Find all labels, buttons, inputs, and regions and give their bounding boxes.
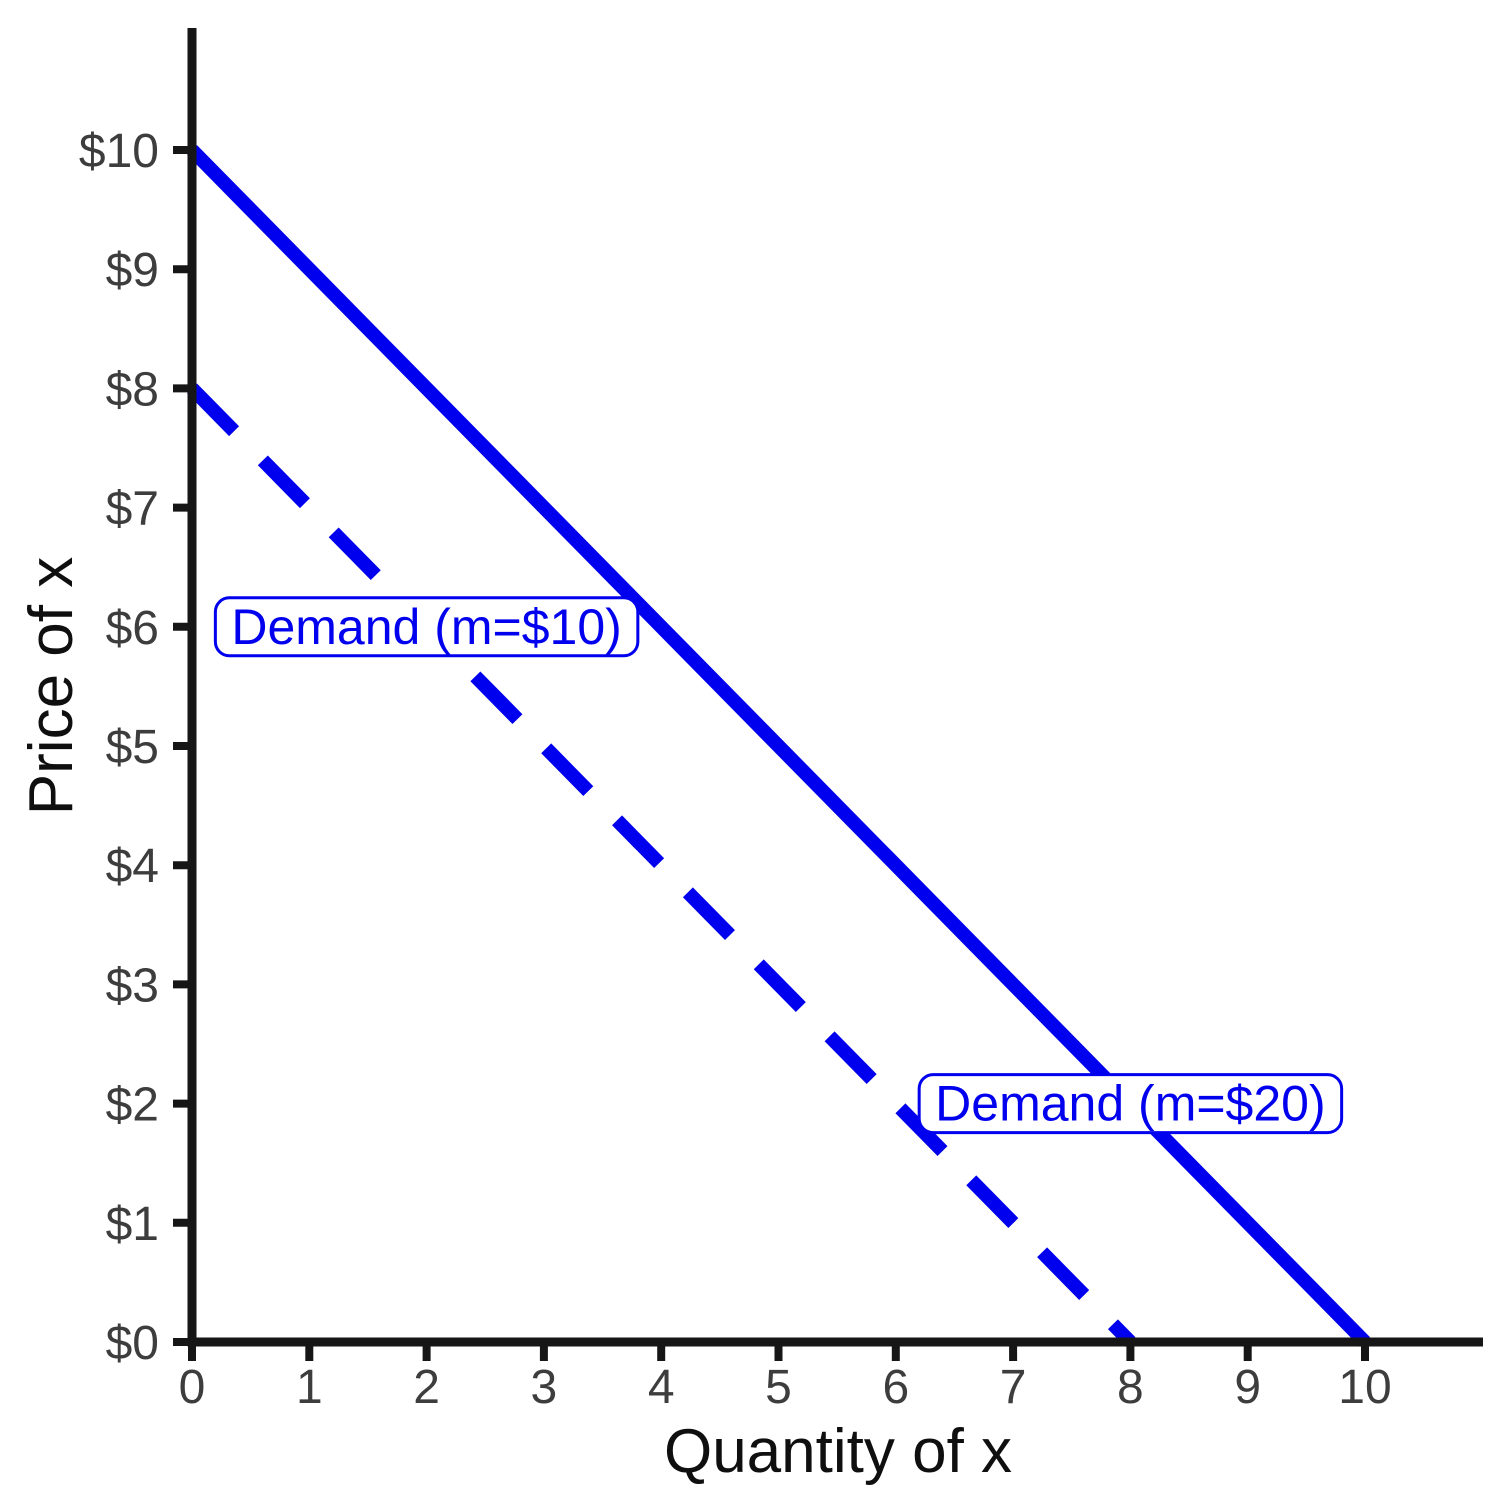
annotation-demand-m20: Demand (m=$20) [917, 1073, 1344, 1135]
annotation-demand-m10: Demand (m=$10) [213, 596, 640, 658]
x-axis-ticks: 0 1 2 3 4 5 6 7 8 9 10 [179, 1342, 1392, 1414]
x-tick-label: 1 [296, 1361, 323, 1414]
x-axis-title: Quantity of x [664, 1417, 1012, 1486]
series-lines [187, 145, 1370, 1347]
x-tick-label: 9 [1234, 1361, 1261, 1414]
x-tick-label: 2 [413, 1361, 440, 1414]
x-tick-label: 5 [765, 1361, 792, 1414]
annotation-label-m20: Demand (m=$20) [935, 1076, 1325, 1132]
x-tick-label: 4 [648, 1361, 675, 1414]
y-tick-label: $4 [106, 840, 159, 893]
annotation-box-m10 [213, 596, 640, 658]
x-tick-label: 10 [1338, 1361, 1391, 1414]
y-axis-ticks: $0 $1 $2 $3 $4 $5 $6 $7 $8 $9 $10 [79, 125, 192, 1370]
y-tick-label: $3 [106, 959, 159, 1012]
y-tick-label: $0 [106, 1317, 159, 1370]
y-tick-label: $10 [79, 125, 159, 178]
x-tick-label: 8 [1117, 1361, 1144, 1414]
y-tick-label: $8 [106, 363, 159, 416]
y-tick-label: $5 [106, 721, 159, 774]
annotations: Demand (m=$10) Demand (m=$20) [213, 596, 1344, 1135]
x-tick-label: 0 [179, 1361, 206, 1414]
y-tick-label: $2 [106, 1079, 159, 1132]
y-tick-label: $1 [106, 1198, 159, 1251]
demand-line-solid [187, 145, 1370, 1347]
y-axis-title: Price of x [17, 557, 86, 815]
annotation-label-m10: Demand (m=$10) [231, 599, 621, 655]
x-tick-label: 6 [882, 1361, 909, 1414]
annotation-box-m20 [917, 1073, 1344, 1135]
x-tick-label: 7 [1000, 1361, 1027, 1414]
x-tick-label: 3 [531, 1361, 558, 1414]
demand-line-dashed [187, 383, 1136, 1347]
y-tick-label: $9 [106, 244, 159, 297]
axes: 0 1 2 3 4 5 6 7 8 9 10 $0 $1 $2 $3 $4 $5 $6 $7 $8 $9 $10 Qua… [17, 28, 1483, 1486]
y-tick-label: $7 [106, 483, 159, 536]
y-tick-label: $6 [106, 602, 159, 655]
